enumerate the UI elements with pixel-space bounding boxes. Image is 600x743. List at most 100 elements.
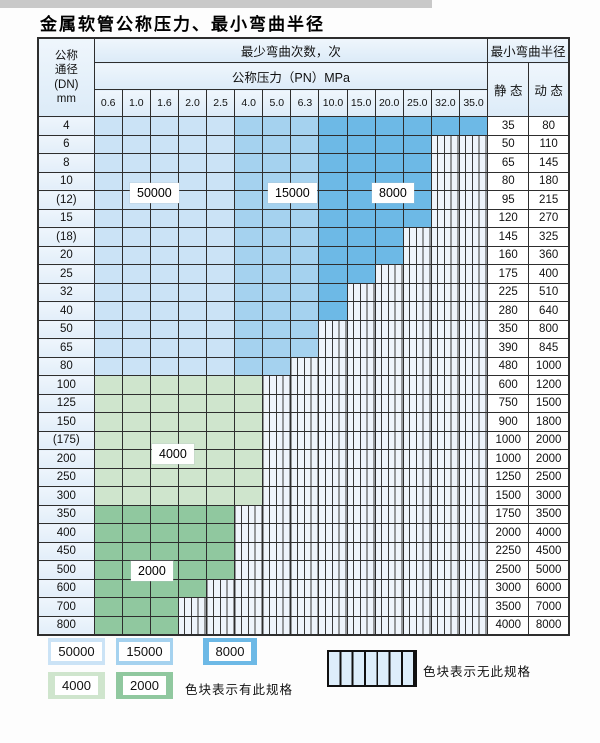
cycle-cell bbox=[234, 541, 264, 561]
cycle-cell bbox=[234, 430, 264, 450]
cycle-cell bbox=[374, 208, 404, 228]
cycle-cell bbox=[93, 116, 123, 136]
cycle-cell bbox=[262, 523, 292, 543]
cycle-cell bbox=[430, 578, 460, 598]
cycle-cell bbox=[234, 578, 264, 598]
dynamic-radius-cell: 2000 bbox=[528, 449, 570, 469]
dynamic-radius-cell: 145 bbox=[528, 153, 570, 173]
cycle-cell bbox=[206, 301, 236, 321]
dynamic-radius-cell: 3500 bbox=[528, 504, 570, 524]
cycle-cell bbox=[346, 356, 376, 376]
cycle-cell bbox=[177, 227, 208, 247]
cycle-cell bbox=[177, 208, 208, 228]
cycle-cell bbox=[458, 338, 489, 358]
cycle-cell bbox=[430, 467, 460, 487]
cycle-cell bbox=[318, 319, 348, 339]
cycle-cell bbox=[430, 541, 460, 561]
cycle-cell bbox=[458, 134, 489, 154]
cycle-cell bbox=[206, 412, 236, 432]
cycle-cell bbox=[430, 504, 460, 524]
cycle-cell bbox=[262, 430, 292, 450]
cycle-cell bbox=[430, 412, 460, 432]
static-radius-cell: 350 bbox=[487, 319, 530, 339]
dn-cell: 4 bbox=[37, 116, 95, 136]
cycle-cell bbox=[374, 375, 404, 395]
cycle-cell bbox=[318, 208, 348, 228]
cycle-cell bbox=[318, 301, 348, 321]
static-radius-cell: 4000 bbox=[487, 615, 530, 636]
cycle-cell bbox=[177, 375, 208, 395]
cycle-cell bbox=[318, 541, 348, 561]
cycle-cell bbox=[262, 597, 292, 617]
cycle-cell bbox=[206, 134, 236, 154]
cycle-cell bbox=[346, 319, 376, 339]
cycle-cell bbox=[149, 245, 179, 265]
cycle-cell bbox=[234, 449, 264, 469]
legend-swatch-15000: 15000 bbox=[116, 638, 173, 665]
header-row-1: 公称 通径 (DN) mm 最少弯曲次数，次 最小弯曲半径 bbox=[37, 37, 570, 117]
dn-cell: 10 bbox=[37, 171, 95, 191]
cycle-cell bbox=[149, 597, 179, 617]
cycle-cell bbox=[402, 449, 432, 469]
cycle-cell bbox=[234, 227, 264, 247]
cycle-cell bbox=[318, 578, 348, 598]
dynamic-radius-cell: 4000 bbox=[528, 523, 570, 543]
pressure-tick: 1.0 bbox=[121, 89, 151, 117]
cycle-cell bbox=[262, 282, 292, 302]
cycle-cell bbox=[346, 116, 376, 136]
cycle-cell bbox=[290, 227, 320, 247]
cycle-cell bbox=[121, 430, 151, 450]
cycle-cell bbox=[93, 393, 123, 413]
cycle-cell bbox=[149, 615, 179, 636]
cycle-cell bbox=[121, 541, 151, 561]
static-radius-cell: 175 bbox=[487, 264, 530, 284]
cycle-cell bbox=[374, 227, 404, 247]
dynamic-radius-cell: 215 bbox=[528, 190, 570, 210]
cycle-cell bbox=[262, 615, 292, 636]
cycle-cell bbox=[430, 227, 460, 247]
cycle-cell bbox=[346, 412, 376, 432]
dn-header: 公称 通径 (DN) mm bbox=[37, 37, 95, 117]
cycle-cell bbox=[374, 578, 404, 598]
cycle-cell bbox=[346, 393, 376, 413]
cycle-cell bbox=[290, 615, 320, 636]
cycle-cell bbox=[458, 412, 489, 432]
cycle-cell bbox=[346, 227, 376, 247]
cycle-cell bbox=[149, 523, 179, 543]
cycle-cell bbox=[149, 578, 179, 598]
cycle-cell bbox=[121, 264, 151, 284]
dn-cell: 600 bbox=[37, 578, 95, 598]
cycle-cell bbox=[93, 319, 123, 339]
table-row: (12) 95 215 bbox=[37, 190, 570, 210]
cycle-cell bbox=[374, 134, 404, 154]
cycle-cell bbox=[234, 282, 264, 302]
pressure-tick: 32.0 bbox=[430, 89, 460, 117]
table-row: 800 4000 8000 bbox=[37, 615, 570, 636]
cycle-cell bbox=[234, 597, 264, 617]
cycle-cell bbox=[234, 523, 264, 543]
cycle-cell bbox=[93, 153, 123, 173]
cycle-cell bbox=[262, 578, 292, 598]
cycle-cell bbox=[262, 560, 292, 580]
cycle-cell bbox=[121, 467, 151, 487]
cycle-cell bbox=[262, 504, 292, 524]
pressure-tick: 35.0 bbox=[458, 89, 489, 117]
cycle-cell bbox=[402, 430, 432, 450]
cycle-cell bbox=[206, 245, 236, 265]
cycle-cell bbox=[402, 227, 432, 247]
cycle-cell bbox=[177, 171, 208, 191]
cycle-cell bbox=[234, 338, 264, 358]
cycle-cell bbox=[290, 467, 320, 487]
cycle-cell bbox=[318, 153, 348, 173]
dn-cell: 6 bbox=[37, 134, 95, 154]
cycle-cell bbox=[177, 523, 208, 543]
cycle-cell bbox=[318, 523, 348, 543]
cycle-cell bbox=[121, 578, 151, 598]
cycle-cell bbox=[318, 116, 348, 136]
cycle-cell bbox=[346, 486, 376, 506]
cycle-cell bbox=[177, 319, 208, 339]
cycle-cell bbox=[430, 301, 460, 321]
dn-cell: 450 bbox=[37, 541, 95, 561]
cycle-cell bbox=[458, 319, 489, 339]
static-radius-cell: 2250 bbox=[487, 541, 530, 561]
